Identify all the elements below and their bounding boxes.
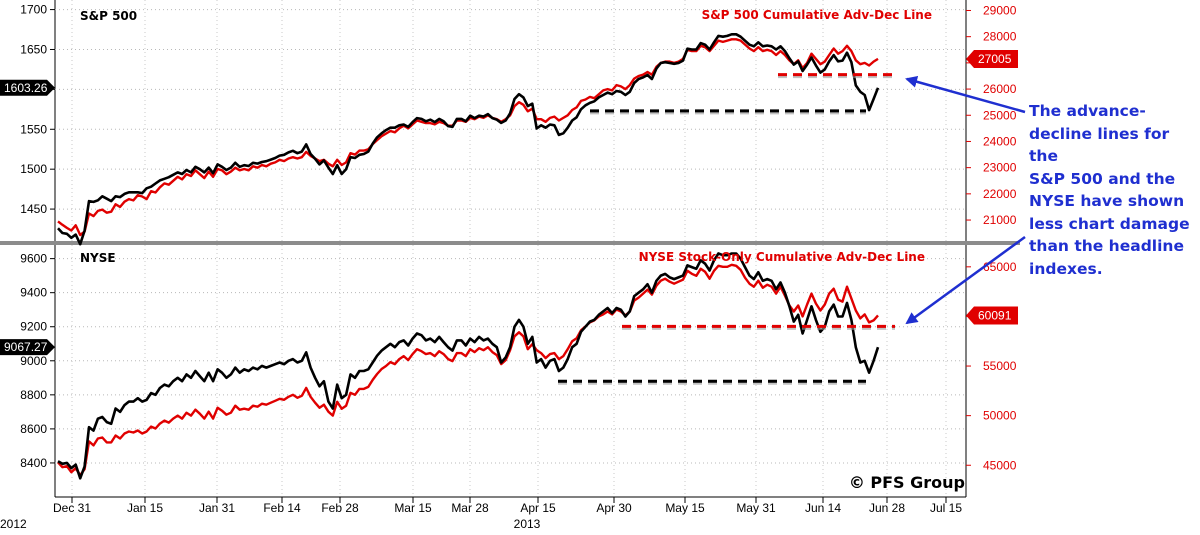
arrow-to-sp500-adline <box>905 75 1026 114</box>
top-right-tick-label: 26000 <box>983 82 1017 96</box>
copyright-label: © PFS Group <box>849 473 965 492</box>
top-series-adline <box>57 38 879 237</box>
x-tick-label: Jun 14 <box>805 501 841 515</box>
support-levels <box>558 73 895 385</box>
top-left-tick-label: 1700 <box>20 3 47 17</box>
x-tick-label: Jul 15 <box>930 501 962 515</box>
x-year-label: 2012 <box>0 517 27 531</box>
arrow-to-nyse-adline <box>905 235 1026 325</box>
annotation-text: The advance- decline lines for the S&P 5… <box>1029 102 1190 278</box>
bot-left-tick-label: 9000 <box>20 354 47 368</box>
bot-left-tick-label: 8400 <box>20 456 47 470</box>
bot-left-value-tag-label: 9067.27 <box>4 340 48 354</box>
x-tick-label: May 31 <box>736 501 776 515</box>
bot-left-tick-label: 8600 <box>20 422 47 436</box>
bottom-panel-title: NYSE <box>80 251 116 265</box>
top-left-tick-label: 1650 <box>20 42 47 56</box>
bot-right-tick-label: 65000 <box>983 260 1017 274</box>
x-year-label: 2013 <box>514 517 541 531</box>
bot-series-price <box>57 252 880 480</box>
bot-left-tick-label: 9200 <box>20 320 47 334</box>
bot-series-adline <box>57 263 879 477</box>
x-tick-label: Apr 15 <box>520 501 556 515</box>
bottom-panel-legend: NYSE Stock-Only Cumulative Adv-Dec Line <box>639 250 925 264</box>
x-tick-label: Jun 28 <box>869 501 905 515</box>
top-left-tick-label: 1450 <box>20 202 47 216</box>
top-left-tick-label: 1550 <box>20 122 47 136</box>
top-right-tick-label: 29000 <box>983 3 1017 17</box>
top-right-tick-label: 28000 <box>983 30 1017 44</box>
top-panel-title: S&P 500 <box>80 9 137 23</box>
x-tick-label: Jan 31 <box>199 501 235 515</box>
x-tick-label: May 15 <box>665 501 705 515</box>
panel-divider <box>0 241 1020 245</box>
bottom-panel-gridlines <box>55 245 966 497</box>
bottom-panel-series <box>57 252 880 480</box>
top-panel-series <box>57 32 880 246</box>
top-right-tick-label: 25000 <box>983 108 1017 122</box>
x-tick-label: Feb 28 <box>321 501 359 515</box>
top-panel-axis-ticks: 1450150015501600165017002100022000230002… <box>20 3 1016 227</box>
x-tick-label: Dec 31 <box>53 501 91 515</box>
top-left-tick-label: 1500 <box>20 162 47 176</box>
top-series-price <box>57 32 880 246</box>
top-right-tick-label: 23000 <box>983 161 1017 175</box>
bottom-panel-axis-ticks: 8400 8600 8800 9000 9200 9400 9600 45000 50000 55… <box>20 252 1016 473</box>
top-panel-legend: S&P 500 Cumulative Adv-Dec Line <box>702 8 932 22</box>
x-tick-label: Mar 28 <box>451 501 489 515</box>
bot-right-tick-label: 45000 <box>983 458 1017 472</box>
bot-right-tick-label: 55000 <box>983 359 1017 373</box>
x-tick-label: Feb 14 <box>263 501 301 515</box>
bot-right-value-tag-label: 60091 <box>978 308 1012 322</box>
top-right-tick-label: 24000 <box>983 134 1017 148</box>
bot-left-tick-label: 9600 <box>20 252 47 266</box>
bot-left-value-tag <box>0 339 55 356</box>
x-axis-ticks: Dec 31 Jan 15 Jan 31 Feb 14 Feb 28 Mar 15 Mar … <box>0 497 962 531</box>
x-tick-label: Jan 15 <box>127 501 163 515</box>
bot-left-tick-label: 8800 <box>20 388 47 402</box>
top-right-tick-label: 22000 <box>983 187 1017 201</box>
x-tick-label: Mar 15 <box>394 501 432 515</box>
top-left-value-tag <box>0 79 55 96</box>
x-tick-label: Apr 30 <box>596 501 632 515</box>
top-right-value-tag <box>966 49 1018 68</box>
top-panel-gridlines <box>55 0 966 241</box>
bot-right-tick-label: 50000 <box>983 409 1017 423</box>
bot-left-tick-label: 9400 <box>20 286 47 300</box>
bot-right-value-tag <box>966 306 1018 325</box>
last-value-tags: 1603.26 27005 9067.27 60091 <box>0 49 1018 356</box>
top-right-value-tag-label: 27005 <box>978 52 1012 66</box>
top-right-tick-label: 21000 <box>983 213 1017 227</box>
top-left-value-tag-label: 1603.26 <box>4 81 48 95</box>
